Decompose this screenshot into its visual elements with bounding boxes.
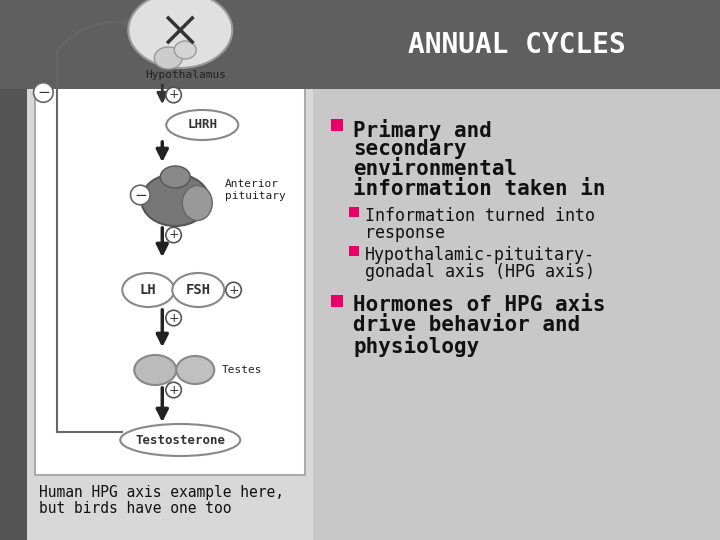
Text: physiology: physiology — [354, 335, 480, 357]
Text: Primary and: Primary and — [354, 119, 492, 141]
FancyBboxPatch shape — [0, 0, 27, 540]
FancyBboxPatch shape — [331, 119, 343, 131]
Text: Testosterone: Testosterone — [135, 434, 225, 447]
Text: secondary: secondary — [354, 139, 467, 159]
Ellipse shape — [172, 273, 225, 307]
Text: drive behavior and: drive behavior and — [354, 315, 580, 335]
Text: environmental: environmental — [354, 159, 518, 179]
Text: ANNUAL CYCLES: ANNUAL CYCLES — [408, 31, 626, 58]
FancyBboxPatch shape — [0, 0, 720, 89]
Ellipse shape — [120, 424, 240, 456]
Text: Testes: Testes — [222, 365, 263, 375]
Ellipse shape — [174, 41, 197, 59]
Text: −: − — [134, 187, 147, 202]
Text: Hypothalamus: Hypothalamus — [145, 70, 226, 80]
Ellipse shape — [166, 110, 238, 140]
Ellipse shape — [161, 166, 190, 188]
Text: LH: LH — [140, 283, 157, 297]
Text: information taken in: information taken in — [354, 179, 606, 199]
FancyBboxPatch shape — [331, 295, 343, 307]
FancyBboxPatch shape — [349, 246, 359, 256]
FancyBboxPatch shape — [313, 89, 720, 540]
Text: −: − — [37, 85, 50, 100]
Text: Anterior
pituitary: Anterior pituitary — [225, 179, 286, 201]
FancyBboxPatch shape — [349, 207, 359, 217]
Text: Hypothalamic-pituitary-: Hypothalamic-pituitary- — [365, 246, 595, 264]
Text: FSH: FSH — [186, 283, 211, 297]
Text: LHRH: LHRH — [187, 118, 217, 132]
Ellipse shape — [141, 174, 210, 226]
FancyBboxPatch shape — [35, 5, 305, 475]
Text: response: response — [365, 224, 445, 242]
Text: Human HPG axis example here,: Human HPG axis example here, — [40, 485, 284, 500]
Text: +: + — [168, 89, 179, 102]
Ellipse shape — [176, 356, 215, 384]
Text: +: + — [168, 312, 179, 325]
Ellipse shape — [154, 47, 182, 69]
Ellipse shape — [182, 186, 212, 220]
Text: +: + — [228, 284, 239, 296]
Text: but birds have one too: but birds have one too — [40, 501, 232, 516]
Ellipse shape — [122, 273, 174, 307]
Text: gonadal axis (HPG axis): gonadal axis (HPG axis) — [365, 263, 595, 281]
Text: Hormones of HPG axis: Hormones of HPG axis — [354, 295, 606, 315]
Ellipse shape — [128, 0, 233, 68]
Ellipse shape — [134, 355, 176, 385]
Text: +: + — [168, 228, 179, 241]
FancyBboxPatch shape — [27, 0, 313, 540]
Text: Information turned into: Information turned into — [365, 207, 595, 225]
Text: +: + — [168, 383, 179, 396]
